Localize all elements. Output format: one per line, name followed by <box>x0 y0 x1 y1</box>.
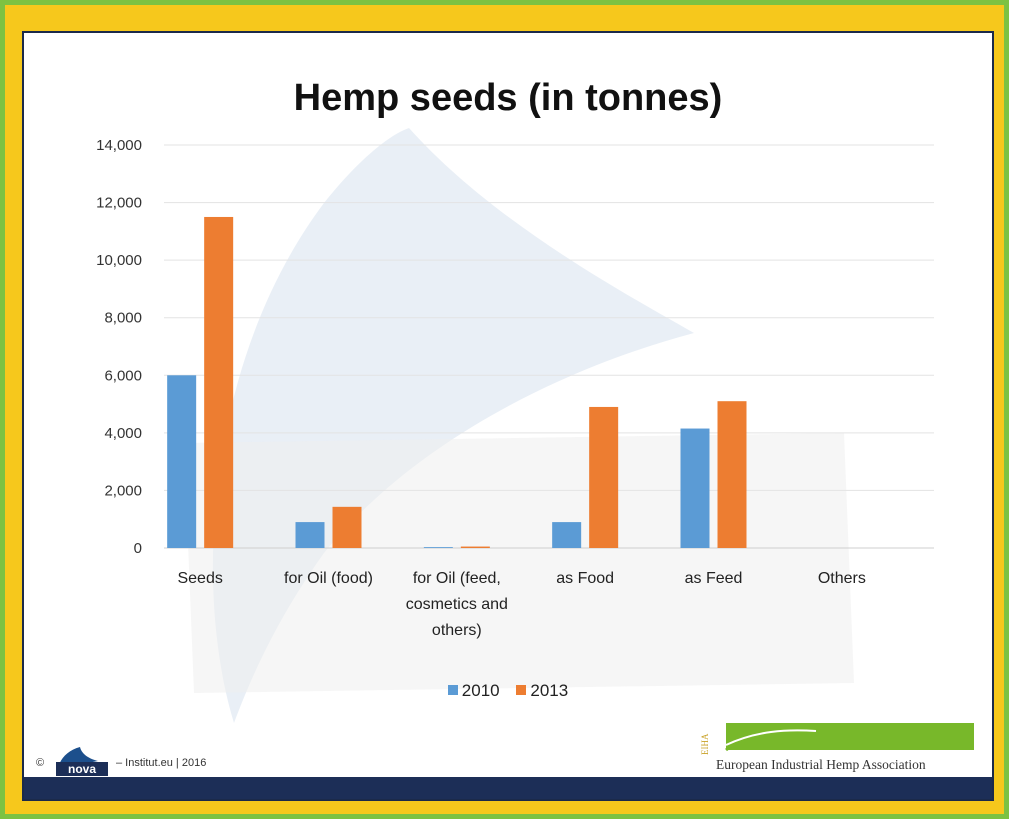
y-tick-label: 8,000 <box>104 310 142 327</box>
nova-logo: nova <box>56 747 108 776</box>
y-tick-label: 14,000 <box>96 137 142 154</box>
legend-swatch-2013 <box>516 685 527 695</box>
chart-title: Hemp seeds (in tonnes) <box>293 77 723 119</box>
bar-2013-3 <box>589 406 619 548</box>
bar-2010-0 <box>167 375 197 548</box>
nova-logo-box <box>56 762 108 776</box>
x-tick-label: as Feed <box>685 570 743 587</box>
y-tick-label: 12,000 <box>96 195 142 212</box>
legend: 2010 2013 <box>24 681 992 701</box>
y-tick-label: 0 <box>134 540 142 557</box>
x-tick-label: Others <box>818 570 866 587</box>
copyright-symbol: © <box>36 757 45 769</box>
nova-logo-text: nova <box>68 762 96 776</box>
x-tick-label: Seeds <box>177 570 222 587</box>
legend-item-2010: 2010 <box>447 681 500 701</box>
eiha-logo: EIHA European Industrial Hemp Associatio… <box>686 721 976 777</box>
bars <box>167 216 747 548</box>
eiha-green-bar <box>726 723 974 750</box>
legend-item-2013: 2013 <box>516 681 568 701</box>
x-tick-label: for Oil (food) <box>284 570 373 587</box>
y-tick-label: 10,000 <box>96 252 142 269</box>
y-tick-label: 2,000 <box>104 482 142 499</box>
eiha-graphic: EIHA <box>700 723 974 755</box>
y-axis-ticks: 0 2,000 4,000 6,000 8,000 10,000 12,000 14,000 <box>96 137 142 557</box>
bar-2013-1 <box>332 506 362 548</box>
legend-label-2010: 2010 <box>461 681 500 700</box>
x-tick-label: for Oil (feed, <box>413 570 501 587</box>
bar-2010-1 <box>295 522 325 548</box>
x-tick-label: others) <box>432 622 482 639</box>
credit-text: – Institut.eu | 2016 <box>116 757 207 769</box>
bar-chart: 02,0004,0006,0008,00010,00012,00014,000 … <box>96 137 934 639</box>
x-tick-label: as Food <box>556 570 614 587</box>
bar-2013-4 <box>717 401 747 548</box>
eiha-name: European Industrial Hemp Association <box>716 757 926 772</box>
bar-2010-2 <box>423 547 453 548</box>
slide: Hemp seeds (in tonnes) 0 2,000 4,000 6,000 8… <box>22 31 994 801</box>
eiha-leaf-stroke <box>725 723 807 752</box>
eiha-vertical-mark: EIHA <box>700 733 710 755</box>
bar-2013-2 <box>460 546 490 548</box>
y-tick-label: 6,000 <box>104 367 142 384</box>
footer-bar <box>24 777 992 799</box>
eiha-leaf-line <box>725 729 817 746</box>
legend-swatch-2010 <box>447 685 458 695</box>
legend-label-2013: 2013 <box>530 681 569 700</box>
bar-2010-3 <box>552 522 582 548</box>
bar-2010-4 <box>680 428 710 548</box>
y-tick-label: 4,000 <box>104 425 142 442</box>
gridlines <box>164 144 934 549</box>
x-tick-label: cosmetics and <box>406 596 508 613</box>
x-axis-labels: Seeds for Oil (food) for Oil (feed, cosmeti… <box>177 570 865 639</box>
bar-2013-0 <box>204 216 234 548</box>
